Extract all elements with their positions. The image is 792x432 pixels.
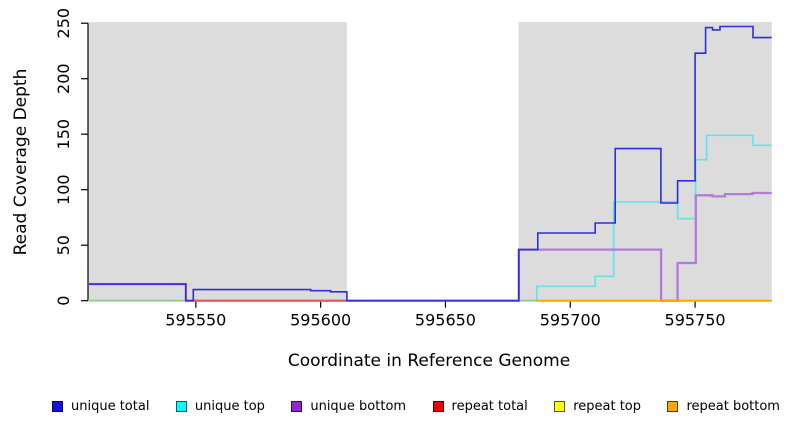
- legend-label: unique top: [194, 399, 265, 414]
- x-tick-label: 595650: [415, 311, 476, 330]
- shaded-region: [518, 22, 772, 302]
- y-tick-label: 250: [54, 8, 73, 39]
- legend: unique total unique top unique bottom repea…: [52, 399, 780, 414]
- repeat-total-swatch-icon: [432, 401, 444, 412]
- x-tick-label: 595750: [665, 311, 726, 330]
- y-tick-label: 0: [54, 296, 73, 306]
- repeat-top-swatch-icon: [554, 401, 566, 412]
- unique-top-swatch-icon: [175, 401, 187, 412]
- x-tick-label: 595550: [165, 311, 226, 330]
- legend-item-unique-bottom: unique bottom: [291, 399, 406, 414]
- legend-item-repeat-total: repeat total: [432, 399, 528, 414]
- x-tick-label: 595600: [290, 311, 351, 330]
- shaded-region: [88, 22, 347, 302]
- repeat-bottom-swatch-icon: [667, 401, 679, 412]
- legend-item-repeat-bottom: repeat bottom: [667, 399, 780, 414]
- y-tick-label: 200: [54, 63, 73, 94]
- legend-item-unique-top: unique top: [175, 399, 265, 414]
- y-tick-label: 100: [54, 174, 73, 205]
- y-tick-label: 50: [54, 235, 73, 255]
- series-line-unique-top: [88, 134, 772, 302]
- unique-total-swatch-icon: [52, 401, 63, 412]
- series-line-unique-total: [88, 25, 772, 302]
- plot-canvas: 595550 595600 595650 595700 595750 0 50 100 150 2…: [54, 8, 772, 330]
- y-axis-title: Read Coverage Depth: [11, 68, 31, 256]
- legend-item-unique-total: unique total: [52, 399, 149, 414]
- legend-label: repeat total: [451, 399, 528, 414]
- legend-label: repeat bottom: [686, 399, 780, 414]
- legend-label: repeat top: [573, 399, 641, 414]
- unique-bottom-swatch-icon: [291, 401, 303, 412]
- x-axis-title: Coordinate in Reference Genome: [287, 351, 571, 371]
- legend-item-repeat-top: repeat top: [554, 399, 641, 414]
- x-tick-label: 595700: [540, 311, 601, 330]
- legend-label: unique bottom: [310, 399, 407, 414]
- y-tick-label: 150: [54, 119, 73, 150]
- legend-label: unique total: [71, 399, 150, 414]
